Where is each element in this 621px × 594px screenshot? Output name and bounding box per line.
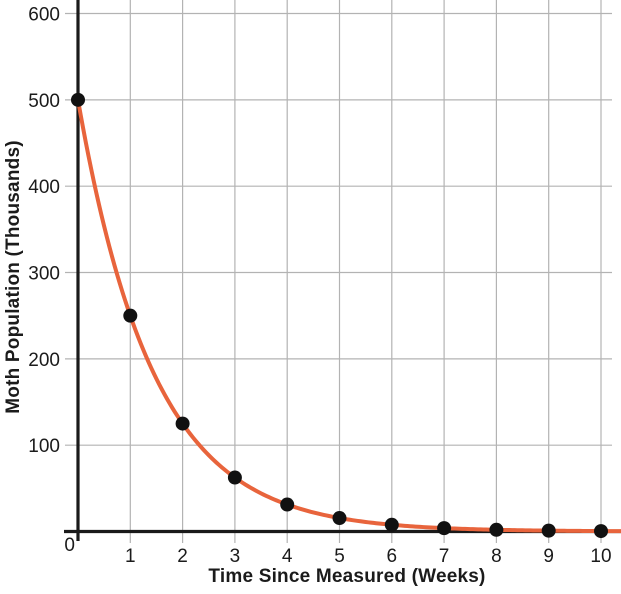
x-tick-label: 5: [334, 546, 345, 567]
decay-curve: [76, 97, 621, 534]
data-point: [384, 517, 399, 532]
y-tick-label: 500: [28, 91, 60, 112]
data-point: [123, 308, 138, 323]
data-point: [489, 522, 504, 537]
x-tick-label: 4: [282, 546, 293, 567]
y-axis-title: Moth Population (Thousands): [3, 140, 24, 414]
x-tick-label: 9: [543, 546, 554, 567]
x-tick-label: 2: [177, 546, 188, 567]
data-point: [437, 521, 452, 536]
data-point: [71, 92, 85, 107]
gridlines: [65, 0, 612, 543]
data-point: [541, 523, 556, 538]
data-point: [280, 497, 295, 512]
x-tick-label: 8: [491, 546, 502, 567]
data-point: [594, 524, 608, 539]
x-tick-label: 10: [590, 546, 611, 567]
x-tick-label: 6: [387, 546, 398, 567]
y-tick-label: 600: [28, 5, 60, 26]
y-tick-label: 400: [28, 177, 60, 198]
origin-label: 0: [64, 535, 75, 556]
data-point: [175, 416, 190, 431]
y-tick-label: 200: [28, 350, 60, 371]
data-points: [71, 92, 608, 539]
data-point: [227, 470, 242, 485]
y-tick-label: 300: [28, 264, 60, 285]
x-tick-label: 3: [230, 546, 241, 567]
x-tick-label: 1: [125, 546, 136, 567]
y-tick-label: 100: [28, 436, 60, 457]
exponential-decay-curve: [76, 97, 621, 534]
x-axis-title: Time Since Measured (Weeks): [208, 566, 486, 587]
data-point: [332, 511, 347, 526]
axes: [64, 0, 621, 541]
x-tick-label: 7: [439, 546, 450, 567]
